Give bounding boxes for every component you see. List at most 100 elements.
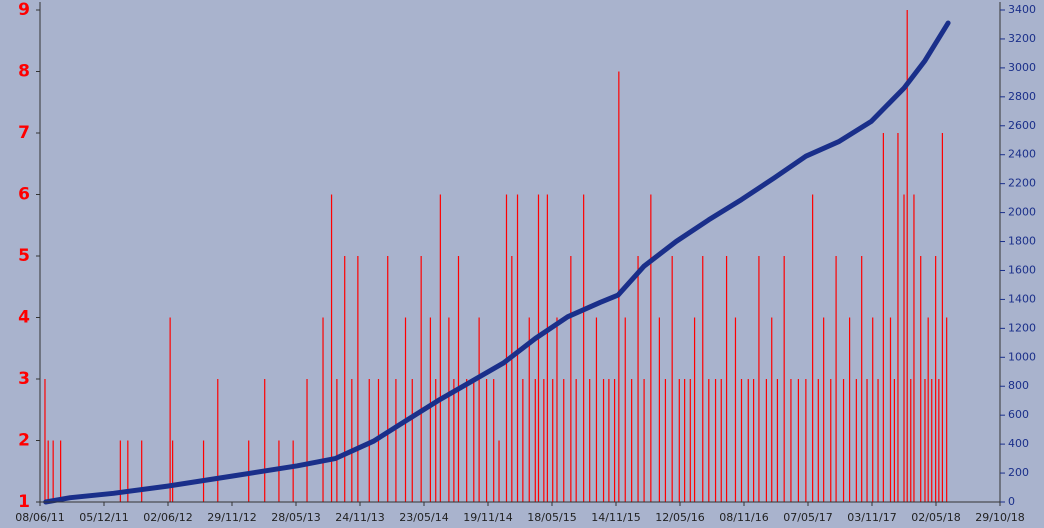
bar xyxy=(624,317,626,502)
y2-tick-label: 3000 xyxy=(1008,61,1036,74)
bar xyxy=(278,440,280,502)
bar xyxy=(689,379,691,502)
bar xyxy=(336,379,338,502)
bar xyxy=(714,379,717,502)
bar xyxy=(835,256,837,502)
x-tick-label: 02/06/12 xyxy=(143,511,192,524)
bar xyxy=(344,256,346,502)
bar xyxy=(589,379,591,502)
bar xyxy=(643,379,645,502)
bar xyxy=(498,440,500,502)
bar xyxy=(830,379,832,502)
bar xyxy=(941,133,943,502)
bar xyxy=(47,440,49,502)
y-tick-label: 9 xyxy=(18,0,30,20)
x-tick-label: 12/05/16 xyxy=(655,511,704,524)
y2-tick-label: 2800 xyxy=(1008,90,1036,103)
x-tick-label: 08/06/11 xyxy=(15,511,64,524)
bar xyxy=(650,194,652,502)
bar xyxy=(537,194,540,502)
bar xyxy=(893,379,895,502)
bar xyxy=(708,379,710,502)
y2-tick-label: 2000 xyxy=(1008,206,1036,219)
bar xyxy=(849,317,851,502)
bar xyxy=(453,379,455,502)
bar xyxy=(429,317,431,502)
bar xyxy=(264,379,266,502)
bar xyxy=(522,379,524,502)
bar xyxy=(420,256,422,502)
bar xyxy=(740,379,743,502)
bar xyxy=(457,256,460,502)
bar xyxy=(602,379,605,502)
y2-tick-label: 2400 xyxy=(1008,148,1036,161)
y2-tick-label: 200 xyxy=(1008,466,1029,479)
bar xyxy=(776,379,779,502)
x-tick-label: 29/11/12 xyxy=(207,511,256,524)
bar xyxy=(783,256,785,502)
bar xyxy=(528,317,530,502)
y2-tick-label: 2200 xyxy=(1008,177,1036,190)
x-tick-label: 28/05/13 xyxy=(271,511,320,524)
y2-tick-label: 1600 xyxy=(1008,263,1036,276)
bar xyxy=(725,256,728,502)
bar xyxy=(877,379,879,502)
bar xyxy=(903,194,905,502)
y2-tick-label: 800 xyxy=(1008,379,1029,392)
y2-tick-label: 3200 xyxy=(1008,32,1036,45)
bar xyxy=(927,317,929,502)
bar xyxy=(330,194,333,502)
bar xyxy=(435,379,437,502)
bar xyxy=(906,10,908,502)
bar xyxy=(747,379,749,502)
bar xyxy=(448,317,450,502)
bar xyxy=(570,256,572,502)
bar xyxy=(678,379,680,502)
bar xyxy=(119,440,121,502)
bar xyxy=(60,440,62,502)
bar xyxy=(552,379,554,502)
bar xyxy=(765,379,767,502)
bar xyxy=(812,194,814,502)
bar xyxy=(861,256,863,502)
bar xyxy=(734,317,737,502)
bar xyxy=(931,379,933,502)
bar xyxy=(169,317,171,502)
bar xyxy=(631,379,633,502)
bar xyxy=(889,317,892,502)
y-tick-label: 8 xyxy=(18,62,30,82)
x-tick-label: 19/11/14 xyxy=(463,511,512,524)
y-tick-label: 5 xyxy=(18,246,30,266)
y2-tick-label: 0 xyxy=(1008,495,1015,508)
bar xyxy=(771,317,773,502)
bar xyxy=(608,379,610,502)
x-tick-label: 18/05/15 xyxy=(527,511,576,524)
bar xyxy=(172,440,174,502)
bar xyxy=(485,379,488,502)
bar xyxy=(935,256,937,502)
bar xyxy=(546,194,548,502)
y2-tick-label: 400 xyxy=(1008,437,1029,450)
bar xyxy=(466,379,468,502)
bar xyxy=(938,379,940,502)
bar xyxy=(563,379,565,502)
bar xyxy=(693,317,696,502)
bar xyxy=(913,194,915,502)
cumulative-line xyxy=(43,20,951,505)
bar xyxy=(52,440,54,502)
bar xyxy=(613,379,616,502)
x-tick-label: 05/12/11 xyxy=(79,511,128,524)
bar xyxy=(516,194,519,502)
x-tick-label: 08/11/16 xyxy=(719,511,768,524)
bar xyxy=(217,379,219,502)
bar xyxy=(753,379,755,502)
bar xyxy=(322,317,324,502)
bar xyxy=(575,379,577,502)
bar xyxy=(411,379,413,502)
bar xyxy=(292,440,294,502)
bar xyxy=(817,379,819,502)
y-tick-label: 1 xyxy=(18,492,30,512)
bar xyxy=(534,379,536,502)
y-tick-label: 6 xyxy=(18,185,30,205)
